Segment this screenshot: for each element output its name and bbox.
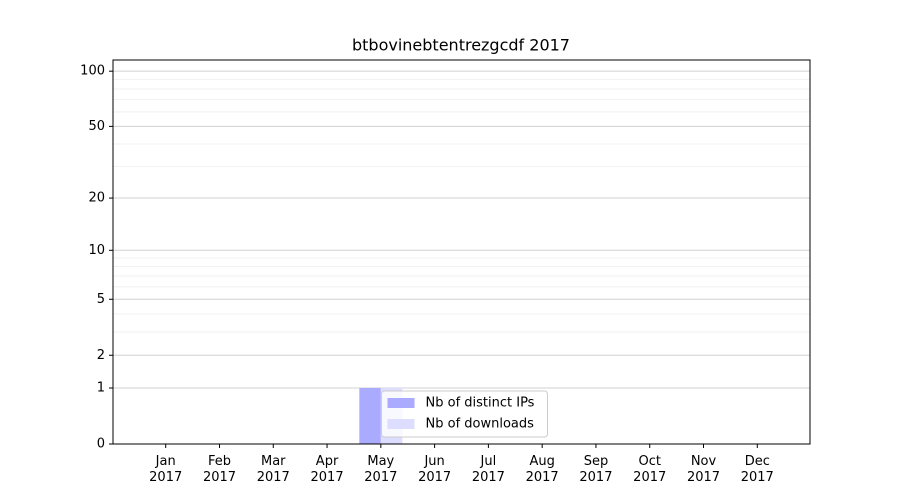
x-tick-label: Jun 2017	[418, 454, 451, 485]
legend-swatch	[387, 398, 415, 408]
x-tick-label: Jul 2017	[472, 454, 505, 485]
legend-label: Nb of downloads	[426, 417, 535, 432]
bar	[359, 388, 381, 444]
x-tick-label: Nov 2017	[687, 454, 720, 485]
y-tick-label: 100	[80, 64, 105, 79]
y-tick-label: 50	[88, 119, 105, 134]
x-tick-label: Apr 2017	[311, 454, 344, 485]
x-tick-label: Jan 2017	[149, 454, 182, 485]
legend: Nb of distinct IPs Nb of downloads	[381, 390, 548, 438]
y-tick-label: 10	[88, 243, 105, 258]
legend-box	[381, 390, 548, 438]
y-tick-label: 0	[97, 437, 105, 452]
x-tick-label: Oct 2017	[633, 454, 666, 485]
chart-title: btbovinebtentrezgcdf 2017	[352, 36, 570, 55]
y-tick-label: 1	[97, 381, 105, 396]
x-tick-label: Dec 2017	[741, 454, 774, 485]
y-tick-label: 2	[97, 348, 105, 363]
legend-swatch	[387, 419, 415, 429]
y-tick-label: 5	[97, 292, 105, 307]
x-tick-label: Feb 2017	[203, 454, 236, 485]
x-tick-label: May 2017	[364, 454, 397, 485]
x-tick-label: Mar 2017	[257, 454, 290, 485]
x-tick-label: Sep 2017	[579, 454, 612, 485]
legend-label: Nb of distinct IPs	[426, 396, 535, 411]
x-tick-label: Aug 2017	[526, 454, 559, 485]
y-tick-label: 20	[88, 191, 105, 206]
plot-frame	[112, 59, 811, 445]
